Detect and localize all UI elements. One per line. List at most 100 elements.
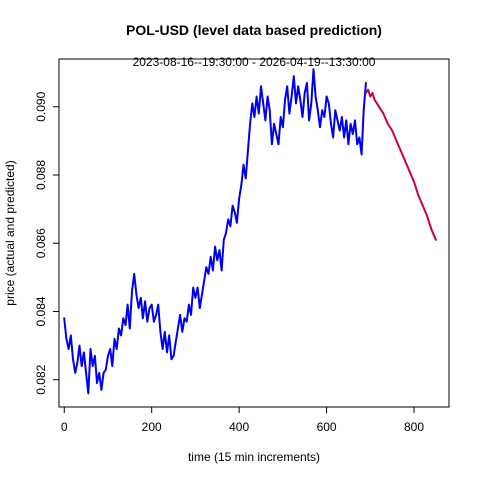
- actual-price-point: [122, 317, 124, 319]
- actual-price-point: [109, 348, 111, 350]
- actual-price-point: [159, 331, 161, 333]
- actual-price-point: [238, 198, 240, 200]
- actual-price-point: [297, 85, 299, 87]
- actual-price-point: [321, 109, 323, 111]
- actual-price-point: [72, 358, 74, 360]
- actual-price-point: [282, 126, 284, 128]
- actual-price-point: [262, 102, 264, 104]
- actual-price-point: [188, 304, 190, 306]
- actual-price-point: [317, 109, 319, 111]
- actual-price-point: [201, 293, 203, 295]
- predicted-price-point: [374, 99, 376, 101]
- actual-price-point: [251, 102, 253, 104]
- actual-price-point: [190, 314, 192, 316]
- actual-price-point: [245, 177, 247, 179]
- y-tick-label: 0.088: [34, 160, 48, 190]
- actual-price-point: [186, 321, 188, 323]
- actual-price-point: [234, 211, 236, 214]
- actual-price-point: [127, 304, 129, 306]
- actual-price-point: [225, 232, 227, 234]
- y-tick-label: 0.082: [34, 364, 48, 394]
- actual-price-point: [271, 143, 273, 145]
- y-tick-label: 0.086: [34, 228, 48, 258]
- predicted-price-point: [382, 113, 384, 115]
- actual-price-point: [286, 85, 288, 87]
- actual-price-point: [212, 269, 214, 272]
- actual-price-point: [177, 327, 179, 330]
- actual-price-point: [267, 95, 269, 98]
- actual-price-point: [358, 136, 360, 139]
- actual-price-point: [210, 256, 212, 258]
- actual-price-point: [343, 136, 345, 139]
- actual-price-point: [162, 348, 164, 350]
- actual-price-point: [203, 280, 205, 282]
- actual-price-point: [179, 314, 181, 316]
- actual-price-point: [192, 287, 194, 289]
- predicted-price-point: [430, 229, 433, 231]
- y-tick-label: 0.084: [34, 296, 48, 326]
- actual-price-point: [306, 82, 308, 84]
- actual-price-point: [301, 116, 304, 118]
- actual-price-point: [232, 205, 234, 207]
- x-axis-label: time (15 min increments): [188, 450, 320, 464]
- actual-price-point: [223, 239, 225, 241]
- actual-price-point: [345, 119, 347, 121]
- actual-price-point: [315, 95, 317, 98]
- actual-price-point: [194, 297, 196, 299]
- predicted-price-point: [367, 89, 369, 91]
- y-axis: 0.082 0.084 0.086 0.088 0.090: [34, 91, 60, 395]
- predicted-price-point: [422, 205, 424, 207]
- actual-price-point: [326, 95, 328, 98]
- actual-price-point: [242, 164, 245, 166]
- actual-price-point: [151, 304, 153, 306]
- actual-price-point: [118, 327, 120, 330]
- predicted-price-point: [400, 150, 402, 152]
- actual-price-point: [138, 307, 140, 309]
- actual-price-point: [299, 99, 301, 101]
- actual-price-point: [155, 314, 157, 316]
- x-tick-label: 800: [404, 420, 424, 434]
- actual-price-point: [87, 392, 89, 394]
- actual-price-point: [170, 358, 172, 360]
- actual-price-point: [183, 317, 186, 319]
- predicted-price-point: [365, 92, 367, 94]
- actual-price-point: [129, 327, 131, 330]
- predicted-price-point: [387, 123, 389, 125]
- actual-price-point: [293, 75, 295, 77]
- x-tick-label: 0: [61, 420, 68, 434]
- actual-price-point: [124, 324, 127, 326]
- predicted-price-point: [391, 130, 393, 132]
- actual-price-point: [157, 304, 159, 306]
- actual-price-point: [89, 348, 92, 350]
- actual-price-point: [275, 133, 277, 135]
- actual-price-point: [81, 365, 83, 367]
- actual-price-point: [197, 287, 199, 289]
- actual-price-point: [181, 331, 183, 333]
- actual-price-point: [153, 321, 155, 323]
- actual-price-point: [214, 246, 216, 248]
- predicted-price-point: [417, 194, 419, 197]
- actual-price-point: [133, 273, 135, 275]
- actual-price-point: [164, 331, 166, 333]
- actual-price-point: [227, 218, 229, 220]
- actual-price-point: [330, 123, 332, 125]
- actual-price-point: [356, 143, 358, 145]
- actual-price-point: [240, 184, 242, 186]
- x-tick-label: 400: [229, 420, 249, 434]
- x-tick-label: 600: [317, 420, 337, 434]
- actual-price-point: [100, 389, 102, 391]
- predicted-price-point: [369, 95, 371, 98]
- actual-price-point: [68, 348, 70, 350]
- predicted-price-point: [435, 239, 437, 241]
- actual-price-point: [142, 317, 144, 319]
- actual-price-point: [92, 365, 94, 367]
- actual-price-point: [350, 123, 352, 125]
- actual-price-point: [70, 334, 72, 336]
- actual-price-point: [253, 116, 255, 118]
- actual-price-point: [98, 372, 100, 374]
- x-tick-label: 200: [142, 420, 162, 434]
- actual-price-point: [85, 372, 87, 374]
- actual-price-point: [363, 109, 365, 111]
- predicted-price-point: [404, 160, 406, 162]
- actual-price-point: [334, 109, 336, 111]
